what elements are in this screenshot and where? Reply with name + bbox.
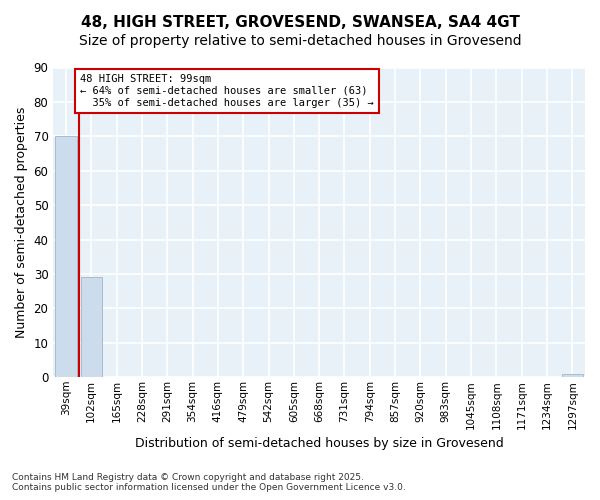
Y-axis label: Number of semi-detached properties: Number of semi-detached properties	[15, 106, 28, 338]
Bar	[562, 374, 583, 377]
Text: Contains HM Land Registry data © Crown copyright and database right 2025.
Contai: Contains HM Land Registry data © Crown c…	[12, 473, 406, 492]
Bar	[80, 278, 102, 377]
Text: Size of property relative to semi-detached houses in Grovesend: Size of property relative to semi-detach…	[79, 34, 521, 48]
Bar	[55, 136, 77, 377]
Text: 48, HIGH STREET, GROVESEND, SWANSEA, SA4 4GT: 48, HIGH STREET, GROVESEND, SWANSEA, SA4…	[80, 15, 520, 30]
Text: 48 HIGH STREET: 99sqm
← 64% of semi-detached houses are smaller (63)
  35% of se: 48 HIGH STREET: 99sqm ← 64% of semi-deta…	[80, 74, 374, 108]
X-axis label: Distribution of semi-detached houses by size in Grovesend: Distribution of semi-detached houses by …	[135, 437, 503, 450]
